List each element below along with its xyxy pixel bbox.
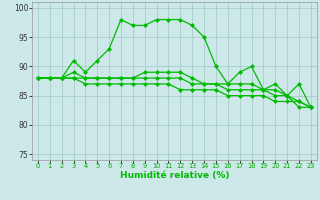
X-axis label: Humidité relative (%): Humidité relative (%): [120, 171, 229, 180]
